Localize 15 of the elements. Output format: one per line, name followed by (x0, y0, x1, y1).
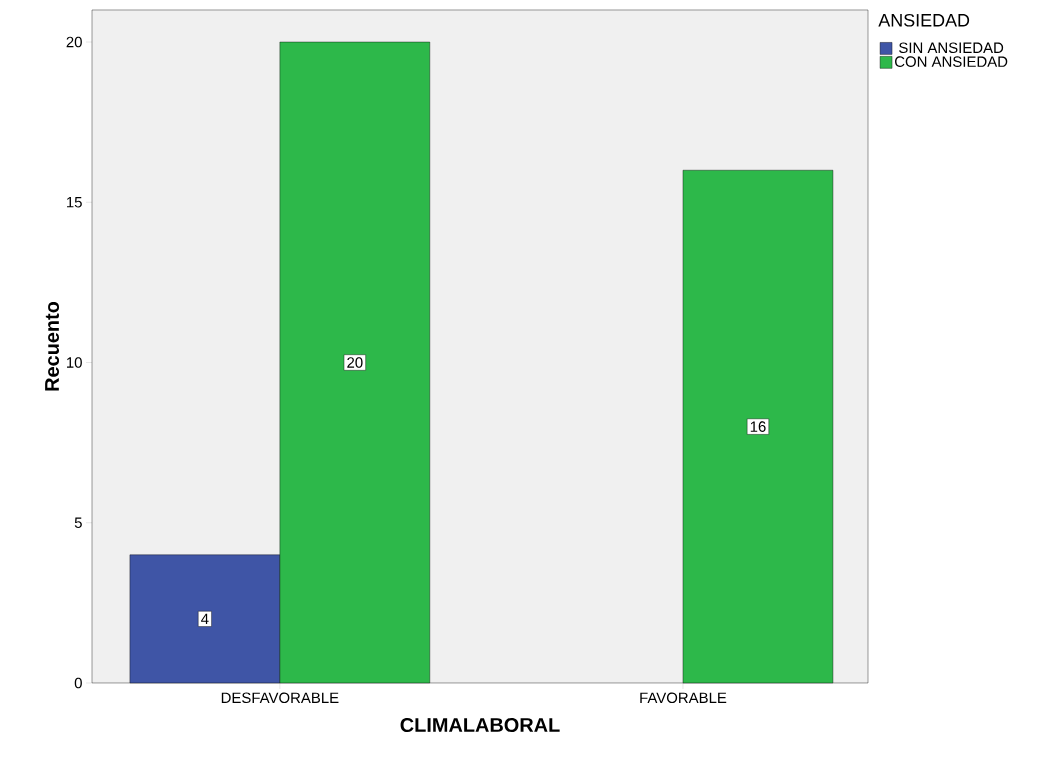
y-tick-label: 10 (67, 357, 82, 368)
data-label: 4 (201, 613, 209, 625)
y-tick-label: 5 (74, 517, 82, 528)
y-axis-title: Recuento (45, 301, 60, 391)
data-label: 20 (347, 357, 363, 368)
x-axis-title: CLIMALABORAL (400, 717, 560, 733)
data-label: 16 (750, 421, 766, 432)
legend-title: ANSIEDAD (878, 13, 970, 27)
x-tick-label: DESFAVORABLE (221, 692, 339, 704)
legend-label: CON ANSIEDAD (895, 56, 1008, 67)
x-tick-label: FAVORABLE (640, 692, 727, 704)
legend-label: SIN ANSIEDAD (899, 42, 1004, 54)
y-tick-label: 20 (66, 36, 82, 48)
y-tick-label: 0 (74, 677, 82, 689)
y-tick-label: 15 (67, 197, 82, 208)
